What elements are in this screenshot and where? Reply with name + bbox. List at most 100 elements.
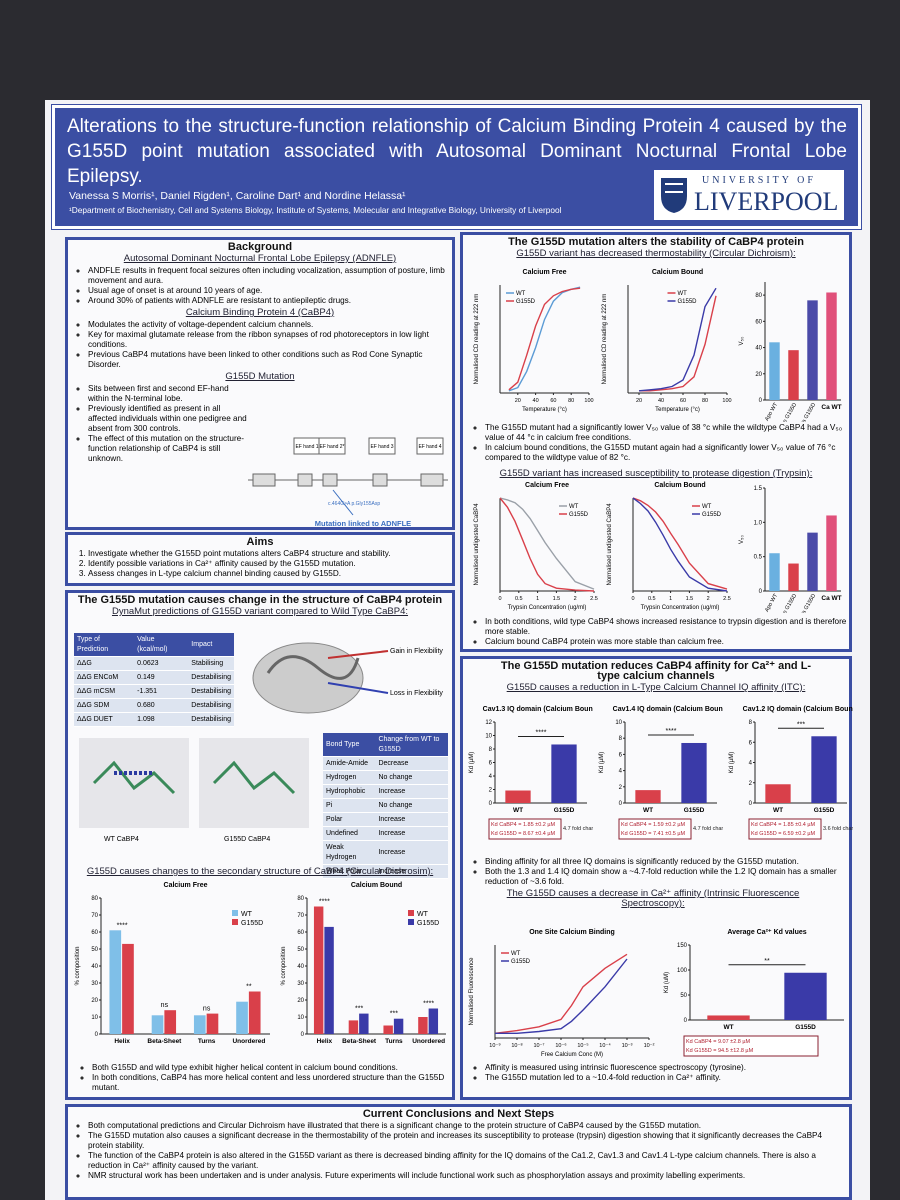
- list-item: Both computational predictions and Circu…: [88, 1121, 849, 1131]
- bar: [324, 926, 334, 1034]
- chart-title: One Site Calcium Binding: [529, 929, 615, 936]
- list-item: The G155D mutation also causes a signifi…: [88, 1131, 849, 1151]
- legend-label: WT: [678, 291, 688, 297]
- significance: ****: [319, 899, 330, 906]
- logo: UNIVERSITY OF LIVERPOOL: [654, 170, 844, 220]
- row: Weak Polar Increase: [323, 864, 448, 879]
- y-tick-label: 80: [91, 896, 98, 902]
- x-tick-label: WT: [643, 807, 653, 814]
- x-tick-label: 20: [515, 398, 521, 404]
- cell: No change: [375, 770, 448, 785]
- header-cell: Type of Prediction: [74, 633, 135, 657]
- note: Kd CaBP4 = 1.85 ±0.2 µM: [491, 822, 556, 828]
- header-cell: Value (kcal/mol): [134, 633, 189, 657]
- x-tick-label: 60: [680, 398, 686, 404]
- list-item: Investigate whether the G155D point muta…: [88, 549, 452, 559]
- header-cell: Impact: [188, 633, 234, 657]
- list-item: ANDFLE results in frequent focal seizure…: [88, 266, 452, 286]
- list-item: The effect of this mutation on the struc…: [88, 434, 248, 464]
- row: Hydrogen No change: [323, 770, 448, 785]
- significance: **: [246, 984, 252, 991]
- list: In both conditions, wild type CaBP4 show…: [465, 617, 849, 647]
- cell: ΔΔG DUET: [74, 712, 135, 727]
- subheading: G155D variant has increased susceptibili…: [499, 468, 813, 479]
- list: Both computational predictions and Circu…: [68, 1121, 849, 1181]
- legend-label: G155D: [516, 299, 536, 305]
- list-item: The G155D mutation led to a ~10.4-fold r…: [485, 1073, 849, 1083]
- bar: [109, 930, 122, 1034]
- y-tick-label: 20: [755, 372, 762, 378]
- y-tick-label: 30: [91, 981, 98, 987]
- title: Alterations to the structure-function re…: [67, 116, 847, 187]
- x-tick-label: 10⁻⁴: [599, 1042, 611, 1049]
- y-tick-label: 2: [749, 781, 753, 787]
- x-tick-label: G155D: [684, 807, 705, 814]
- note: 3.6 fold change: [823, 826, 853, 832]
- significance: ***: [797, 721, 805, 728]
- list: ANDFLE results in frequent focal seizure…: [68, 266, 452, 306]
- x-tick-label: Apo G155D: [779, 593, 799, 613]
- background: Background Autosomal Dominant Nocturnal …: [65, 237, 455, 530]
- x-tick-label: WT: [723, 1024, 733, 1031]
- list-item: Sits between first and second EF-hand wi…: [88, 384, 248, 404]
- note: Kd CaBP4 = 1.59 ±0.2 µM: [621, 822, 686, 828]
- x-tick-label: Unordered: [412, 1038, 445, 1045]
- note: Kd G155D = 8.67 ±0.4 µM: [491, 831, 556, 837]
- header-cell: Bond Type: [323, 733, 376, 757]
- cell: Undefined: [323, 826, 376, 841]
- bar: [359, 1013, 369, 1034]
- list-item: Previous CaBP4 mutations have been linke…: [88, 350, 452, 370]
- list-item: In both conditions, wild type CaBP4 show…: [485, 617, 849, 637]
- legend-label: WT: [417, 911, 429, 918]
- row: ΔΔG SDM 0.680 Destabilising: [74, 698, 234, 713]
- x-tick-label: 10⁻³: [622, 1043, 633, 1049]
- bar: [807, 300, 818, 400]
- list-item: Usual age of onset is at around 10 years…: [88, 286, 452, 296]
- cell: 1.098: [134, 712, 189, 727]
- subheading: G155D variant has decreased thermostabil…: [516, 248, 796, 259]
- y-axis-label: Normalised CD reading at 222 nm: [474, 294, 480, 385]
- y-tick-label: 4: [489, 774, 493, 780]
- y-tick-label: 8: [619, 736, 623, 742]
- line: [495, 958, 628, 1034]
- y-tick-label: 40: [755, 346, 762, 352]
- x-tick-label: 10⁻²: [644, 1043, 655, 1049]
- y-tick-label: 2: [489, 788, 493, 794]
- chart: Calcium Free Normalised CD reading at 222…: [474, 269, 594, 413]
- bond-table: Bond Type Change from WT to G155D Amide-Am…: [323, 733, 448, 879]
- note: 4.7 fold change: [693, 826, 723, 832]
- list: The G155D mutant had a significantly low…: [465, 423, 849, 463]
- cell: Pi: [323, 798, 376, 813]
- y-tick-label: 2: [619, 785, 623, 791]
- x-axis-label: Temperature (°c): [522, 407, 567, 413]
- cell: Increase: [375, 826, 448, 841]
- y-axis-label: Kd (uM): [664, 972, 670, 993]
- significance: ****: [423, 1001, 434, 1008]
- y-axis-label: % composition: [75, 946, 81, 985]
- x-tick-label: Turns: [198, 1038, 216, 1045]
- logo-top: UNIVERSITY OF: [702, 175, 816, 186]
- x-tick-label: 1: [536, 596, 539, 602]
- poster: Alterations to the structure-function re…: [45, 100, 870, 1200]
- chart-title: Calcium Bound: [351, 882, 402, 889]
- chart: Calcium Bound Normalised CD reading at 22…: [602, 269, 732, 413]
- list-item: In calcium bound conditions, the G155D m…: [485, 443, 849, 463]
- y-tick-label: 0: [301, 1032, 305, 1038]
- list: Investigate whether the G155D point muta…: [68, 549, 452, 579]
- x-tick-label: 20: [636, 398, 642, 404]
- y-tick-label: 50: [91, 947, 98, 953]
- bar: [551, 744, 577, 803]
- cell: ΔΔG SDM: [74, 698, 135, 713]
- y-tick-label: 10: [297, 1015, 304, 1021]
- y-tick-label: 8: [489, 747, 493, 753]
- list-item: Both the 1.3 and 1.4 IQ domain show a ~4…: [485, 867, 849, 887]
- list-item: Assess changes in L-type calcium channel…: [88, 569, 452, 579]
- subheading: G155D Mutation: [225, 371, 295, 382]
- y-tick-label: 30: [297, 981, 304, 987]
- y-tick-label: 80: [297, 896, 304, 902]
- list-item: Binding affinity for all three IQ domain…: [485, 857, 849, 867]
- y-axis-label: Normalised Fluorescence: [469, 957, 475, 1026]
- note-box: [618, 818, 692, 840]
- stability: The G155D mutation alters the stability …: [460, 232, 852, 652]
- cell: Amide-Amide: [323, 756, 376, 771]
